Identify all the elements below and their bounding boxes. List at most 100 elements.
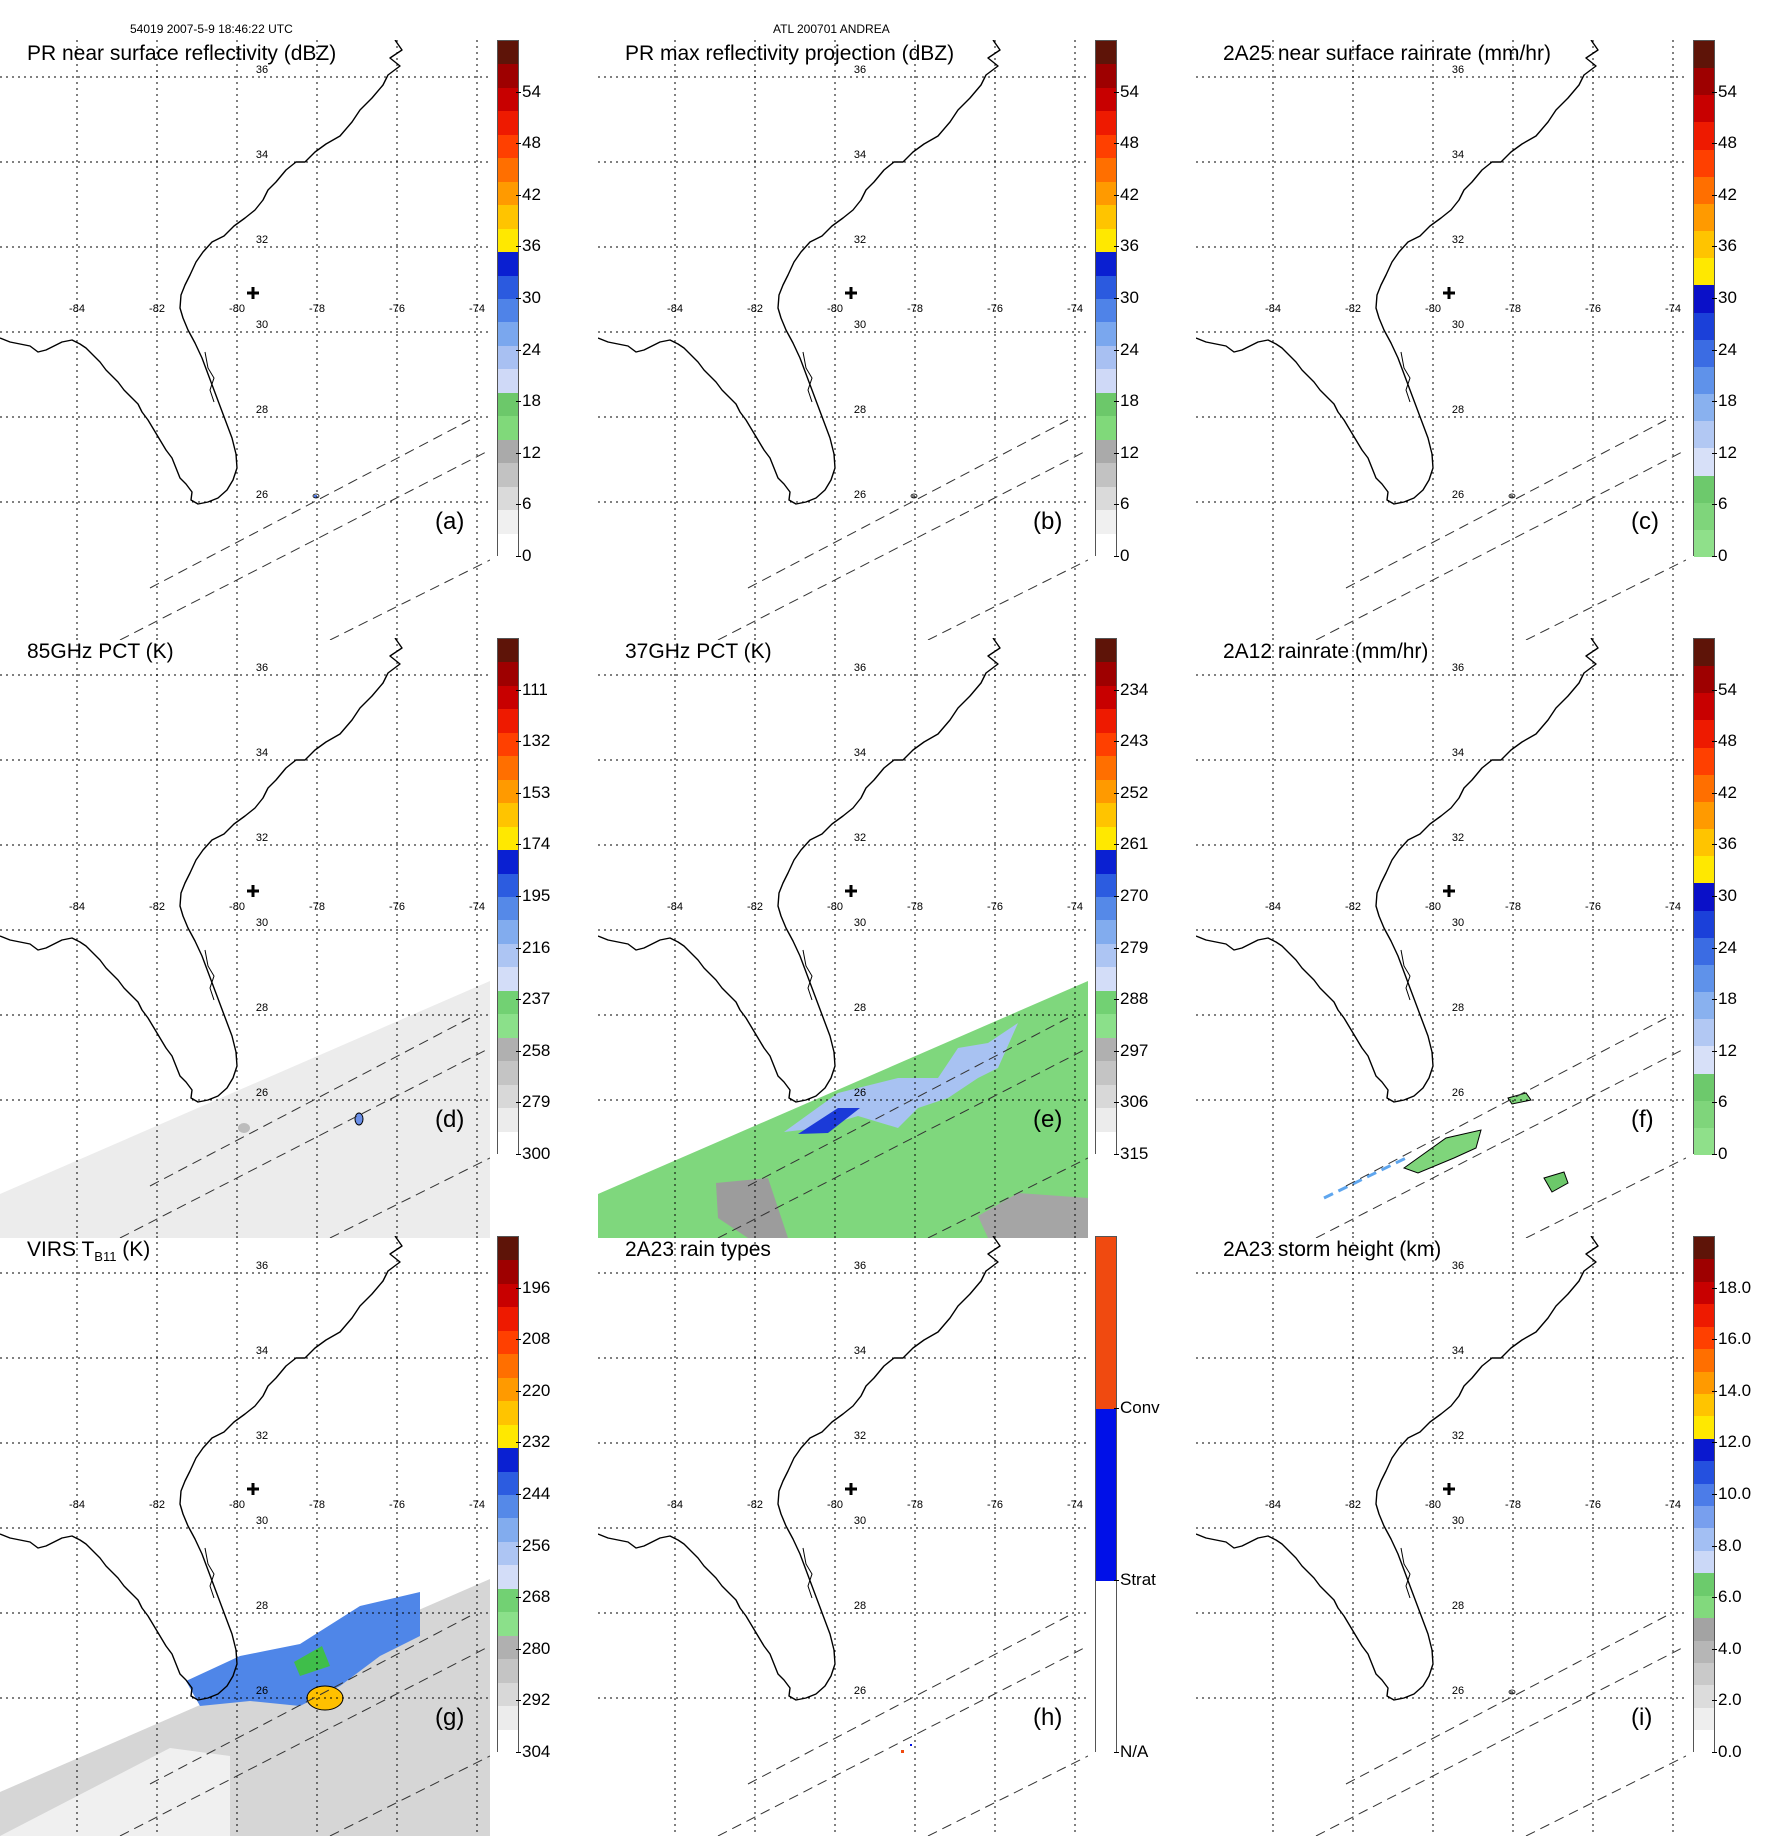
storm-center-icon (1443, 287, 1455, 299)
map-panel-e: 36 34 32 30 28 26 -84 -82 -80 -78 -76 -74 37GHz PCT … (598, 638, 1196, 1238)
colorbar-segment (1694, 801, 1714, 830)
strong-scatter (798, 1108, 860, 1134)
latitude-label: 26 (1452, 489, 1464, 501)
warm-patch (238, 1123, 250, 1133)
latitude-label: 34 (854, 149, 866, 161)
colorbar-segment (1694, 1100, 1714, 1128)
latitude-label: 28 (1452, 1600, 1464, 1612)
latitude-label: 28 (256, 404, 268, 416)
colorbar-tick-label: 292 (515, 1690, 551, 1710)
storm-name-label: ATL 200701 ANDREA (773, 22, 890, 36)
colorbar (497, 638, 519, 1155)
colorbar-tick-label: 216 (515, 937, 551, 957)
latitude-label: 26 (854, 1685, 866, 1697)
colorbar-segment (1096, 732, 1116, 757)
colorbar-tick-label: 48 (516, 133, 541, 153)
orbit-time-label: 54019 2007-5-9 18:46:22 UTC (130, 22, 293, 36)
echo-contour (1508, 1689, 1516, 1695)
colorbar-segment (1694, 203, 1714, 232)
colorbar-segment (1096, 685, 1116, 710)
panel-title: PR max reflectivity projection (dBZ) (625, 42, 955, 65)
colorbar-segment (1694, 1707, 1714, 1731)
latitude-label: 26 (1452, 1087, 1464, 1099)
echo-speck (1510, 495, 1513, 498)
colorbar-segment (1096, 1323, 1116, 1409)
longitude-label: -76 (1585, 303, 1601, 315)
swath-edge-line (1525, 559, 1686, 640)
colorbar-segment (1096, 943, 1116, 968)
colorbar-segment (498, 1659, 518, 1683)
longitude-label: -74 (1067, 303, 1083, 315)
colorbar-segment (498, 967, 518, 991)
colorbar-tick-label: 30 (1114, 288, 1139, 307)
longitude-label: -80 (827, 1499, 843, 1511)
colorbar-tick-label: 304 (515, 1742, 551, 1761)
latitude-label: 36 (1452, 662, 1464, 674)
colorbar-segment (498, 920, 518, 944)
swath-edge-line (119, 1047, 490, 1238)
panel-title: 85GHz PCT (K) (27, 640, 174, 663)
longitude-label: -78 (907, 901, 923, 913)
latitude-label: 36 (854, 662, 866, 674)
latitude-label: 36 (256, 662, 268, 674)
colorbar-segment (498, 134, 518, 159)
colorbar-segment (1694, 1528, 1714, 1551)
colorbar-tick-label: 6 (1711, 1092, 1728, 1112)
colorbar-segment (1096, 41, 1116, 65)
colorbar-tick-label: 14.0 (1711, 1380, 1752, 1400)
colorbar-tick-label: 261 (1113, 834, 1149, 854)
colorbar-segment (498, 369, 518, 393)
colorbar-segment (498, 1471, 518, 1495)
echo-contour (910, 493, 918, 499)
coastline (0, 1236, 403, 1701)
colorbar-segment (1694, 1663, 1714, 1686)
colorbar-segment (1096, 1084, 1116, 1109)
colorbar-tick-label: 268 (515, 1587, 551, 1607)
colorbar-tick-label: Strat (1114, 1570, 1156, 1589)
colorbar-tick-label: 252 (1113, 782, 1149, 802)
colorbar-segment (1694, 1281, 1714, 1305)
colorbar-segment (1694, 176, 1714, 204)
colorbar-ticks: 0 6 12 18 24 30 36 42 48 54 (1113, 40, 1196, 640)
longitude-label: -82 (1345, 303, 1361, 315)
colorbar-segment (498, 205, 518, 229)
swath-edge-line (329, 559, 490, 640)
latitude-label: 36 (256, 1260, 268, 1272)
panel-title-unit: (K) (116, 1238, 151, 1261)
latitude-label: 34 (1452, 1345, 1464, 1357)
colorbar-segment (1694, 1640, 1714, 1664)
colorbar-ticks: 0 6 12 18 24 30 36 42 48 54 (1711, 40, 1771, 640)
colorbar-segment (1694, 666, 1714, 694)
colorbar-segment (1096, 322, 1116, 346)
colorbar-segment (498, 158, 518, 182)
colorbar-tick-label: 18 (1712, 391, 1737, 411)
colorbar-segment (498, 826, 518, 851)
panel-title: 2A23 storm height (km) (1223, 1238, 1442, 1261)
colorbar-tick-label: 0 (1711, 546, 1728, 565)
colorbar-segment (1096, 486, 1116, 511)
colorbar-segment (1694, 366, 1714, 395)
colorbar-tick-label: 36 (516, 236, 541, 256)
colorbar-segment (1694, 1438, 1714, 1462)
latitude-label: 30 (1452, 319, 1464, 331)
colorbar-segment (1694, 1237, 1714, 1260)
panel-title: PR near surface reflectivity (dBZ) (27, 42, 337, 65)
colorbar-ticks: N/A Strat Conv (1113, 1236, 1196, 1836)
longitude-label: -82 (149, 901, 165, 913)
swath-edge-line (1525, 1755, 1686, 1836)
storm-center-icon (247, 885, 259, 897)
coastline-inlet (204, 949, 215, 1001)
map-area: 36 34 32 30 28 26 -84 -82 -80 -78 -76 -74 (0, 638, 490, 1238)
colorbar-segment (1694, 1019, 1714, 1047)
longitude-label: -84 (667, 303, 683, 315)
echo-contour (1508, 493, 1516, 499)
panel-letter: (d) (435, 1106, 465, 1133)
colorbar-segment (1694, 475, 1714, 503)
panel-title: 37GHz PCT (K) (625, 640, 772, 663)
colorbar-segment (1694, 312, 1714, 340)
colorbar-segment (1694, 1416, 1714, 1439)
colorbar-segment (1096, 463, 1116, 487)
colorbar-segment (1694, 149, 1714, 177)
colorbar-segment (1096, 709, 1116, 733)
colorbar-segment (1694, 95, 1714, 123)
